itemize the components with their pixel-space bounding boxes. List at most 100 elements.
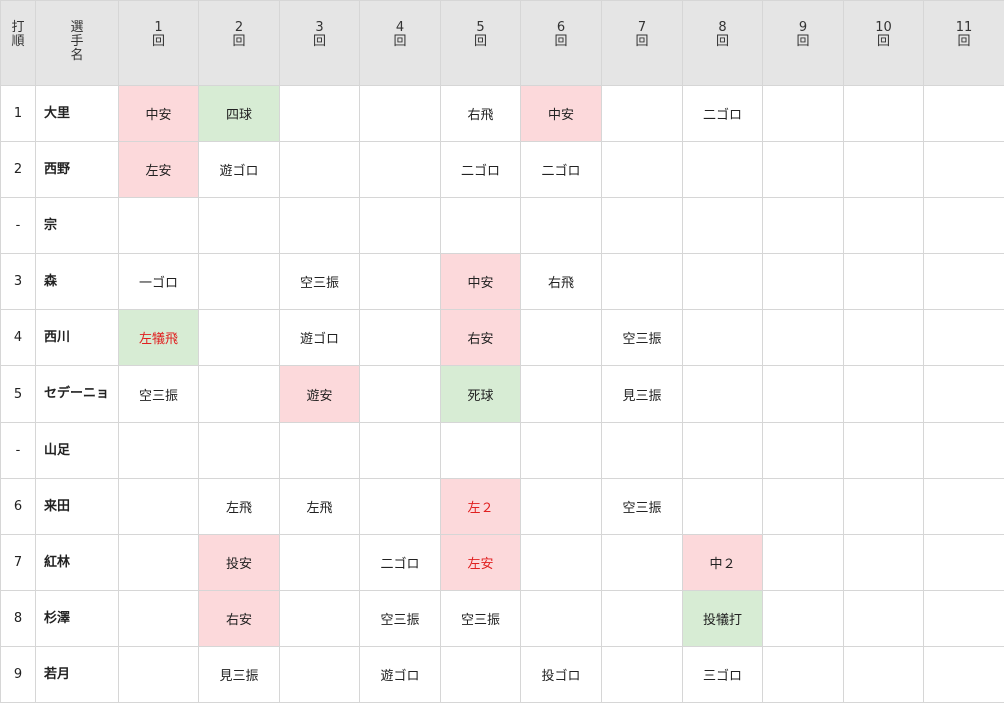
at-bat-result-cell — [843, 309, 924, 366]
batter-row: 9 若月 見三振 遊ゴロ 投ゴロ 三ゴロ — [0, 646, 1004, 703]
at-bat-result-cell: 遊ゴロ — [359, 646, 441, 703]
batting-order-cell: 5 — [0, 365, 36, 423]
batting-order-cell: 3 — [0, 253, 36, 310]
batting-order-cell: - — [0, 422, 36, 479]
header-inning-4-char: 回 — [393, 34, 407, 49]
at-bat-result-cell: 右飛 — [520, 253, 602, 310]
header-inning-8-char: 8 — [718, 20, 727, 35]
at-bat-result-cell: 投犠打 — [682, 590, 763, 647]
at-bat-result-cell — [520, 590, 602, 647]
at-bat-result-cell — [520, 478, 602, 535]
header-player-name-char: 名 — [70, 48, 84, 63]
batter-row: 7 紅林 投安 二ゴロ 左安 中２ — [0, 534, 1004, 591]
at-bat-result-cell — [279, 534, 360, 591]
header-inning-3-char: 3 — [315, 20, 324, 35]
batting-order-cell: - — [0, 197, 36, 254]
at-bat-result-cell — [359, 309, 441, 366]
at-bat-result-cell — [923, 197, 1004, 254]
header-inning-1-char: 1 — [154, 20, 163, 35]
at-bat-result-cell — [520, 422, 602, 479]
at-bat-result-cell: 空三振 — [601, 309, 683, 366]
at-bat-result-cell — [682, 197, 763, 254]
batting-order-cell: 2 — [0, 141, 36, 198]
at-bat-result-cell — [601, 590, 683, 647]
header-player-name-char: 手 — [70, 34, 84, 49]
player-name-cell: 紅林 — [35, 534, 119, 591]
at-bat-result-cell — [762, 478, 844, 535]
at-bat-result-cell — [359, 141, 441, 198]
at-bat-result-cell — [440, 422, 521, 479]
header-inning-11-char: 回 — [957, 34, 971, 49]
at-bat-result-cell: 右安 — [198, 590, 280, 647]
at-bat-result-cell — [762, 141, 844, 198]
at-bat-result-cell — [118, 422, 199, 479]
batter-row: 1 大里 中安 四球 右飛 中安 二ゴロ — [0, 85, 1004, 142]
batter-row: 2 西野 左安 遊ゴロ 二ゴロ 二ゴロ — [0, 141, 1004, 198]
at-bat-result-cell — [520, 197, 602, 254]
at-bat-result-cell: 二ゴロ — [520, 141, 602, 198]
at-bat-result-cell — [359, 422, 441, 479]
at-bat-result-cell — [843, 85, 924, 142]
at-bat-result-cell — [682, 309, 763, 366]
at-bat-result-cell: 中２ — [682, 534, 763, 591]
at-bat-result-cell — [682, 253, 763, 310]
player-name-cell: 西川 — [35, 309, 119, 366]
at-bat-result-cell — [843, 646, 924, 703]
header-inning-10-char: 回 — [876, 34, 890, 49]
at-bat-result-cell: 空三振 — [359, 590, 441, 647]
at-bat-result-cell — [843, 590, 924, 647]
at-bat-result-cell — [279, 141, 360, 198]
at-bat-result-cell — [843, 422, 924, 479]
batter-row: 5 セデーニョ 空三振 遊安 死球 見三振 — [0, 365, 1004, 423]
scoreboard-body: 1 大里 中安 四球 右飛 中安 二ゴロ 2 西野 左安 遊ゴロ 二ゴロ 二ゴロ - 宗 3 森一ゴロ 空三振 中安… — [0, 85, 1004, 703]
at-bat-result-cell — [843, 478, 924, 535]
at-bat-result-cell: 空三振 — [118, 365, 199, 423]
at-bat-result-cell — [923, 141, 1004, 198]
player-name-cell: 来田 — [35, 478, 119, 535]
at-bat-result-cell: 空三振 — [279, 253, 360, 310]
header-inning-10: 10 回 — [843, 0, 924, 86]
at-bat-result-cell: 投安 — [198, 534, 280, 591]
at-bat-result-cell — [440, 646, 521, 703]
at-bat-result-cell — [440, 197, 521, 254]
at-bat-result-cell — [198, 253, 280, 310]
at-bat-result-cell — [682, 365, 763, 423]
header-inning-8-char: 回 — [715, 34, 729, 49]
at-bat-result-cell — [279, 646, 360, 703]
at-bat-result-cell — [520, 534, 602, 591]
player-name-cell: 若月 — [35, 646, 119, 703]
batting-order-cell: 7 — [0, 534, 36, 591]
at-bat-result-cell — [923, 365, 1004, 423]
at-bat-result-cell — [682, 422, 763, 479]
at-bat-result-cell: 左犠飛 — [118, 309, 199, 366]
at-bat-result-cell: 左飛 — [198, 478, 280, 535]
header-inning-2-char: 回 — [232, 34, 246, 49]
header-inning-11: 11 回 — [923, 0, 1004, 86]
at-bat-result-cell — [279, 590, 360, 647]
at-bat-result-cell — [520, 309, 602, 366]
at-bat-result-cell — [198, 365, 280, 423]
scoreboard-header: 打順選手名 1 回 2 回 3 回 4 回 5 回 6 回 7 回 8 回 9 回 10 回 11 回 — [0, 0, 1004, 86]
at-bat-result-cell — [923, 253, 1004, 310]
at-bat-result-cell — [601, 253, 683, 310]
at-bat-result-cell — [762, 253, 844, 310]
header-inning-3-char: 回 — [312, 34, 326, 49]
player-name-cell: 西野 — [35, 141, 119, 198]
at-bat-result-cell: 中安 — [520, 85, 602, 142]
header-inning-4-char: 4 — [395, 20, 405, 35]
at-bat-result-cell — [843, 534, 924, 591]
at-bat-result-cell: 中安 — [118, 85, 199, 142]
at-bat-result-cell — [601, 141, 683, 198]
at-bat-result-cell — [198, 197, 280, 254]
at-bat-result-cell — [601, 422, 683, 479]
at-bat-result-cell — [359, 365, 441, 423]
at-bat-result-cell — [601, 85, 683, 142]
at-bat-result-cell: 死球 — [440, 365, 521, 423]
at-bat-result-cell — [923, 534, 1004, 591]
at-bat-result-cell — [601, 534, 683, 591]
at-bat-result-cell: 四球 — [198, 85, 280, 142]
